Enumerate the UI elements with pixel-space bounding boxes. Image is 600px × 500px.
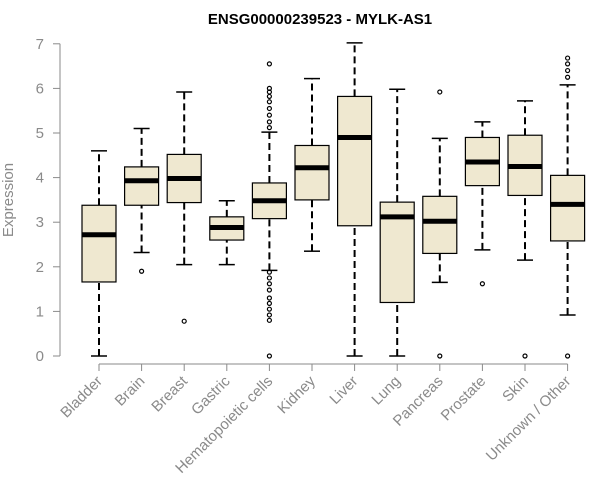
x-tick-label-breast: Breast xyxy=(148,372,191,415)
outlier-point xyxy=(564,353,571,359)
box-unknown-other xyxy=(549,55,586,359)
box-kidney xyxy=(294,77,330,252)
box-lung xyxy=(379,88,415,357)
box-bladder xyxy=(81,150,117,357)
outlier-point xyxy=(266,269,272,275)
y-tick-label: 5 xyxy=(36,125,44,142)
outlier-point xyxy=(266,353,272,359)
outlier-point xyxy=(266,85,272,92)
box-hematopoietic-cells xyxy=(251,61,287,359)
outlier-point xyxy=(266,275,272,281)
box-brain xyxy=(123,127,160,274)
outlier-point xyxy=(139,268,145,274)
x-tick-label-bladder: Bladder xyxy=(57,373,106,422)
x-tick-label-liver: Liver xyxy=(326,373,361,408)
outlier-point xyxy=(479,281,485,287)
x-tick-label-prostate: Prostate xyxy=(438,373,490,425)
outlier-point xyxy=(266,93,272,100)
x-tick-label-kidney: Kidney xyxy=(274,372,319,417)
x-tick-label-skin: Skin xyxy=(499,373,532,406)
box-skin xyxy=(507,100,543,359)
outlier-point xyxy=(266,125,272,131)
outlier-point xyxy=(266,312,272,318)
x-tick-label-lung: Lung xyxy=(368,373,404,409)
box-pancreas xyxy=(422,89,458,359)
outlier-point xyxy=(564,61,571,67)
outlier-point xyxy=(266,61,272,67)
box-liver xyxy=(337,42,373,357)
box-gastric xyxy=(209,200,245,266)
chart-title: ENSG00000239523 - MYLK-AS1 xyxy=(208,11,432,28)
outlier-point xyxy=(437,353,443,359)
outlier-point xyxy=(564,74,571,80)
outlier-point xyxy=(564,67,571,74)
outlier-point xyxy=(564,55,571,61)
y-axis: 0 1 2 3 4 5 6 7 xyxy=(36,36,61,365)
outlier-point xyxy=(266,300,272,306)
iqr-box xyxy=(422,195,458,255)
iqr-box xyxy=(81,204,117,283)
outlier-point xyxy=(266,317,272,323)
outlier-point xyxy=(522,353,528,359)
y-tick-label: 7 xyxy=(36,36,44,53)
outlier-point xyxy=(266,105,272,112)
box-breast xyxy=(166,91,202,324)
y-tick-label: 1 xyxy=(36,303,44,320)
x-tick-label-brain: Brain xyxy=(112,373,149,410)
outlier-point xyxy=(266,99,272,105)
y-tick-label: 2 xyxy=(36,259,44,276)
outlier-point xyxy=(266,281,272,287)
outlier-point xyxy=(266,306,272,312)
iqr-box xyxy=(549,174,586,242)
y-tick-label: 3 xyxy=(36,214,44,231)
outlier-point xyxy=(266,112,272,118)
y-tick-label: 6 xyxy=(36,80,44,97)
iqr-box xyxy=(337,95,373,227)
outlier-point xyxy=(266,119,272,125)
outlier-point xyxy=(437,89,443,95)
outlier-point xyxy=(266,287,272,293)
boxes-group xyxy=(81,42,586,359)
outlier-point xyxy=(181,318,187,324)
iqr-box xyxy=(294,144,330,201)
iqr-box xyxy=(123,166,160,206)
outlier-point xyxy=(266,295,272,301)
y-tick-label: 4 xyxy=(36,170,44,187)
y-tick-label: 0 xyxy=(36,348,44,365)
y-axis-label: Expression xyxy=(0,163,17,237)
box-prostate xyxy=(464,121,500,287)
